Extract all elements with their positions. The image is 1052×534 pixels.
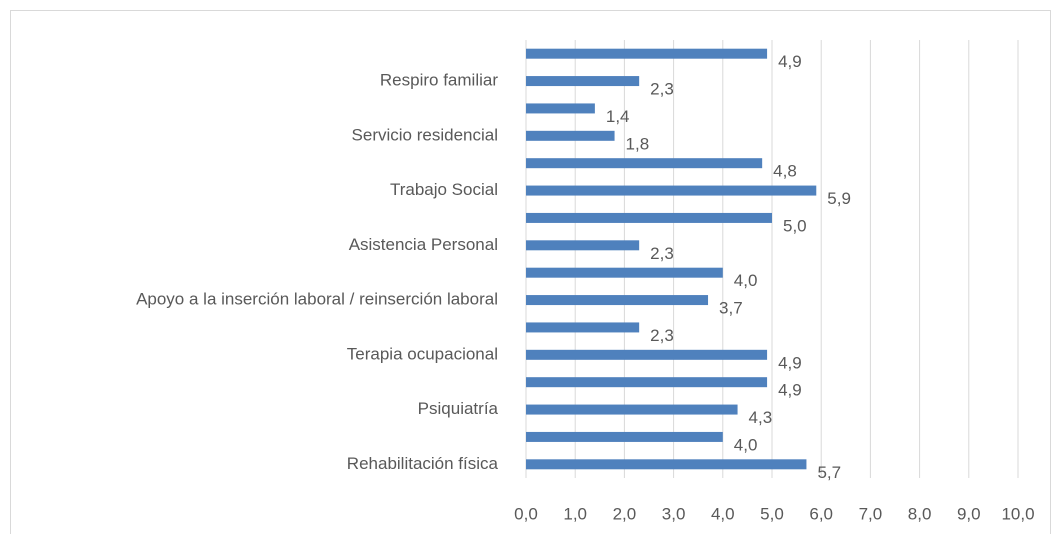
bar [526, 377, 768, 388]
bar [526, 158, 763, 169]
value-label: 4,9 [778, 353, 802, 372]
x-tick-label: 7,0 [859, 504, 883, 523]
bar [526, 212, 772, 223]
x-tick-label: 1,0 [563, 504, 587, 523]
value-label: 5,7 [817, 463, 841, 482]
bar [526, 349, 768, 360]
bar [526, 267, 723, 278]
value-label: 1,4 [606, 107, 630, 126]
y-tick-label: Respiro familiar [380, 71, 498, 90]
value-label: 5,0 [783, 216, 807, 235]
value-label: 4,3 [749, 408, 773, 427]
x-tick-label: 10,0 [1001, 504, 1034, 523]
y-tick-label: Apoyo a la inserción laboral / reinserci… [136, 290, 498, 309]
bar [526, 322, 640, 333]
value-label: 2,3 [650, 80, 674, 99]
x-tick-label: 9,0 [957, 504, 981, 523]
value-label: 4,0 [734, 271, 758, 290]
bar [526, 459, 807, 470]
y-tick-label: Rehabilitación física [347, 454, 499, 473]
x-tick-label: 6,0 [809, 504, 833, 523]
value-label: 4,0 [734, 435, 758, 454]
bar [526, 76, 640, 87]
bar [526, 404, 738, 415]
x-tick-label: 2,0 [613, 504, 637, 523]
bar [526, 240, 640, 251]
value-label: 4,9 [778, 381, 802, 400]
bar [526, 130, 615, 141]
x-tick-label: 0,0 [514, 504, 538, 523]
value-label: 2,3 [650, 326, 674, 345]
y-tick-label: Trabajo Social [390, 180, 498, 199]
chart-border [10, 10, 1051, 534]
value-label: 5,9 [827, 189, 851, 208]
x-tick-label: 8,0 [908, 504, 932, 523]
y-tick-label: Servicio residencial [352, 125, 498, 144]
value-label: 3,7 [719, 299, 743, 318]
bar [526, 48, 768, 59]
value-label: 1,8 [626, 134, 650, 153]
x-tick-label: 5,0 [760, 504, 784, 523]
bar [526, 295, 709, 306]
x-tick-label: 4,0 [711, 504, 735, 523]
bar [526, 431, 723, 442]
bar [526, 185, 817, 196]
value-label: 4,9 [778, 52, 802, 71]
y-tick-label: Psiquiatría [418, 399, 499, 418]
value-label: 2,3 [650, 244, 674, 263]
y-tick-label: Terapia ocupacional [347, 344, 498, 363]
x-tick-label: 3,0 [662, 504, 686, 523]
bar [526, 103, 595, 114]
value-label: 4,8 [773, 162, 797, 181]
y-tick-label: Asistencia Personal [349, 235, 498, 254]
